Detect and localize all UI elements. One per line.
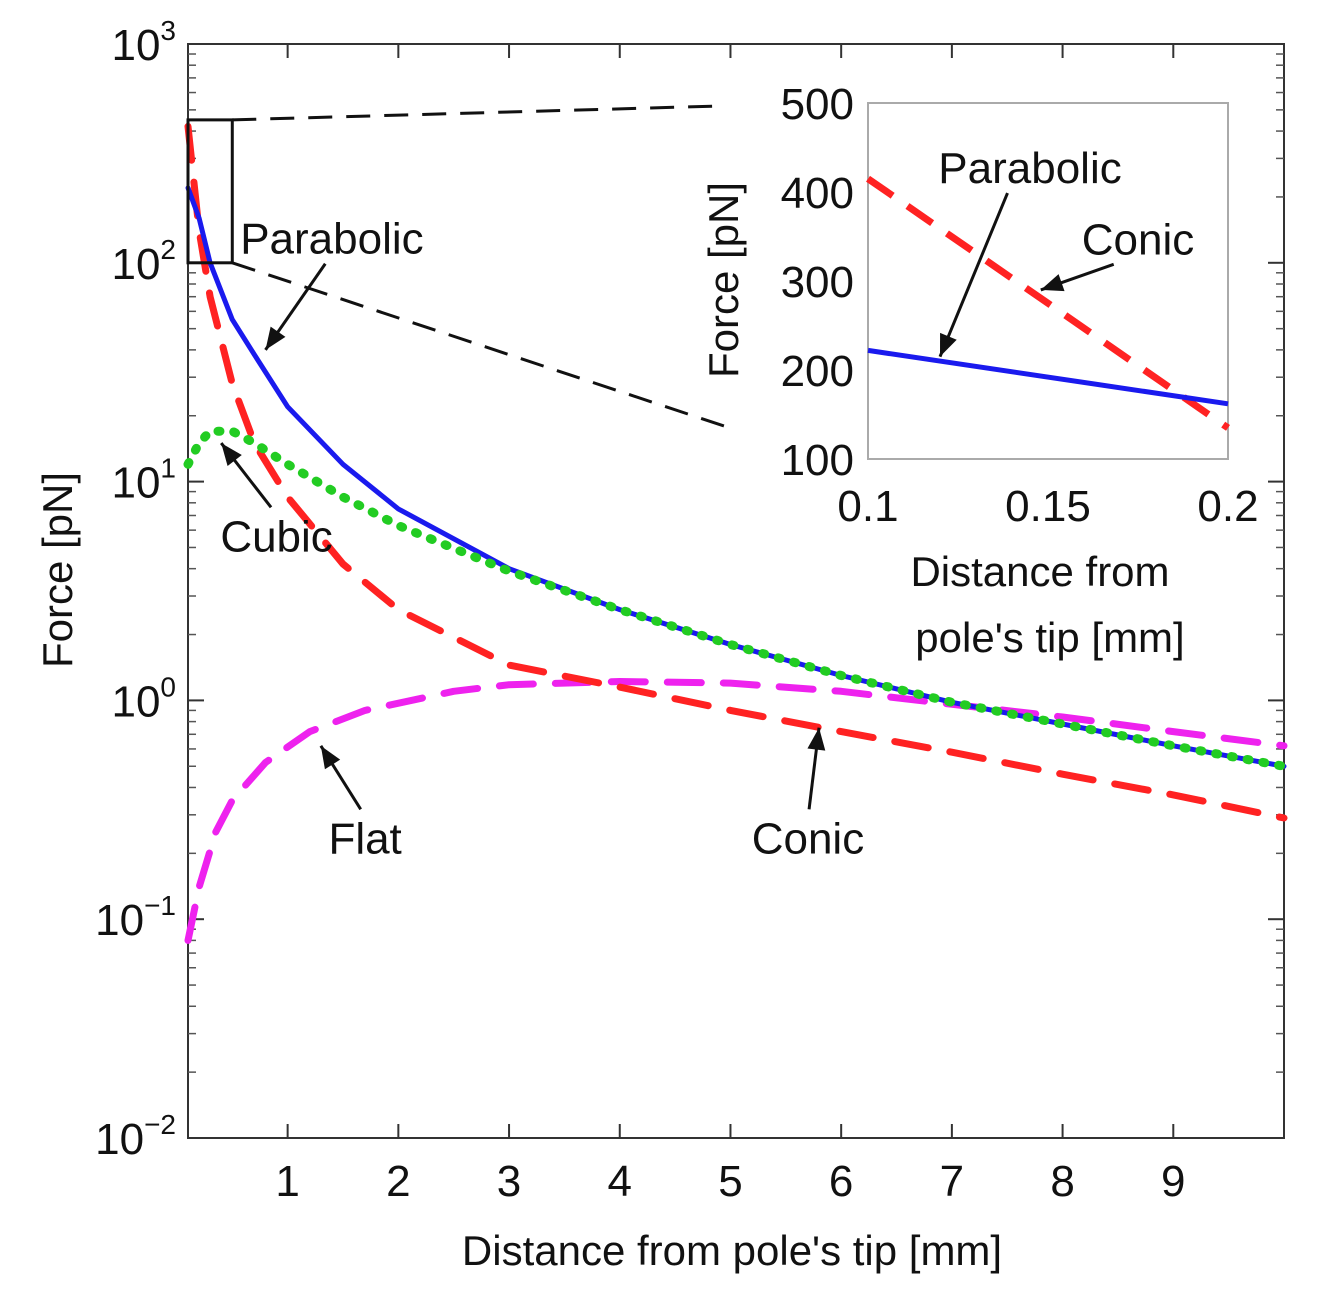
x-tick-label: 2 — [386, 1157, 410, 1206]
inset-annotation-parabolic-arrow-shaft — [938, 192, 1009, 358]
y-axis-label: Force [pN] — [34, 472, 81, 668]
inset-y-tick-label: 200 — [781, 347, 854, 396]
inset-annotation-conic: Conic — [1082, 215, 1195, 264]
annotation-conic-arrow-head — [807, 727, 826, 751]
plot-frame — [187, 43, 1285, 1139]
annotation-flat-arrow-head — [320, 745, 341, 770]
annotation-cubic-arrow-head — [221, 443, 242, 466]
inset-x-tick-label: 0.2 — [1197, 482, 1258, 531]
annotation-cubic: Cubic — [220, 512, 333, 561]
inset-x-tick-label: 0.15 — [1005, 482, 1091, 531]
annotation-parabolic-arrow-head — [265, 326, 286, 350]
main-ticks — [188, 43, 1284, 1139]
annotation-parabolic: Parabolic — [240, 215, 423, 264]
inset-y-tick-label: 400 — [781, 169, 854, 218]
inset-tick-labels: 0.1 0.15 0.2 100 200 300 400 500 — [781, 80, 1259, 531]
inset-x-axis-label-line1: Distance from — [910, 548, 1169, 595]
zoom-connector-top — [232, 104, 721, 122]
inset-series-conic-line — [866, 175, 1230, 431]
y-tick-label: 101 — [111, 453, 176, 508]
annotation-conic: Conic — [752, 814, 865, 863]
series-conic-line — [184, 122, 1288, 822]
x-tick-label: 4 — [608, 1157, 632, 1206]
main-tick-labels: 1 2 3 4 5 6 7 8 9 10−2 10−1 100 101 102 103 — [95, 15, 1185, 1206]
inset-x-axis-label-line2: pole's tip [mm] — [915, 614, 1184, 661]
series-cubic-line — [183, 426, 1289, 771]
inset-background — [867, 102, 1229, 460]
x-tick-label: 5 — [718, 1157, 742, 1206]
inset-annotation-parabolic-arrow-head — [940, 332, 957, 357]
annotation-flat: Flat — [328, 814, 401, 863]
x-tick-label: 1 — [275, 1157, 299, 1206]
inset-series-parabolic-line — [867, 347, 1229, 407]
y-tick-label: 10−1 — [95, 890, 176, 945]
zoom-indicator — [186, 104, 731, 430]
y-tick-label: 102 — [111, 234, 176, 289]
x-tick-label: 3 — [497, 1157, 521, 1206]
main-series-group — [183, 122, 1289, 944]
inset-annotation-parabolic: Parabolic — [938, 144, 1121, 193]
inset-series-group — [866, 175, 1230, 431]
zoom-box — [186, 118, 234, 265]
inset-annotations: Parabolic Conic — [938, 144, 1195, 358]
inset-y-axis-label: Force [pN] — [700, 182, 747, 378]
y-tick-label: 103 — [111, 15, 176, 70]
x-tick-label: 7 — [940, 1157, 964, 1206]
inset-y-tick-label: 500 — [781, 80, 854, 129]
inset-y-tick-label: 300 — [781, 258, 854, 307]
x-tick-label: 8 — [1050, 1157, 1074, 1206]
zoom-connector-bottom — [231, 261, 731, 430]
x-tick-label: 6 — [829, 1157, 853, 1206]
inset-y-tick-label: 100 — [781, 436, 854, 485]
inset-x-tick-label: 0.1 — [837, 482, 898, 531]
x-tick-label: 9 — [1161, 1157, 1185, 1206]
inset-chart: 0.1 0.15 0.2 100 200 300 400 500 Parabolic Conic… — [700, 80, 1259, 661]
main-annotations: Parabolic Cubic Flat Conic — [220, 215, 865, 863]
y-tick-label: 10−2 — [95, 1109, 176, 1164]
x-axis-label: Distance from pole's tip [mm] — [462, 1227, 1002, 1274]
series-flat-line — [184, 678, 1288, 944]
inset-annotation-conic-arrow-head — [1040, 274, 1065, 292]
y-tick-label: 100 — [111, 671, 176, 726]
